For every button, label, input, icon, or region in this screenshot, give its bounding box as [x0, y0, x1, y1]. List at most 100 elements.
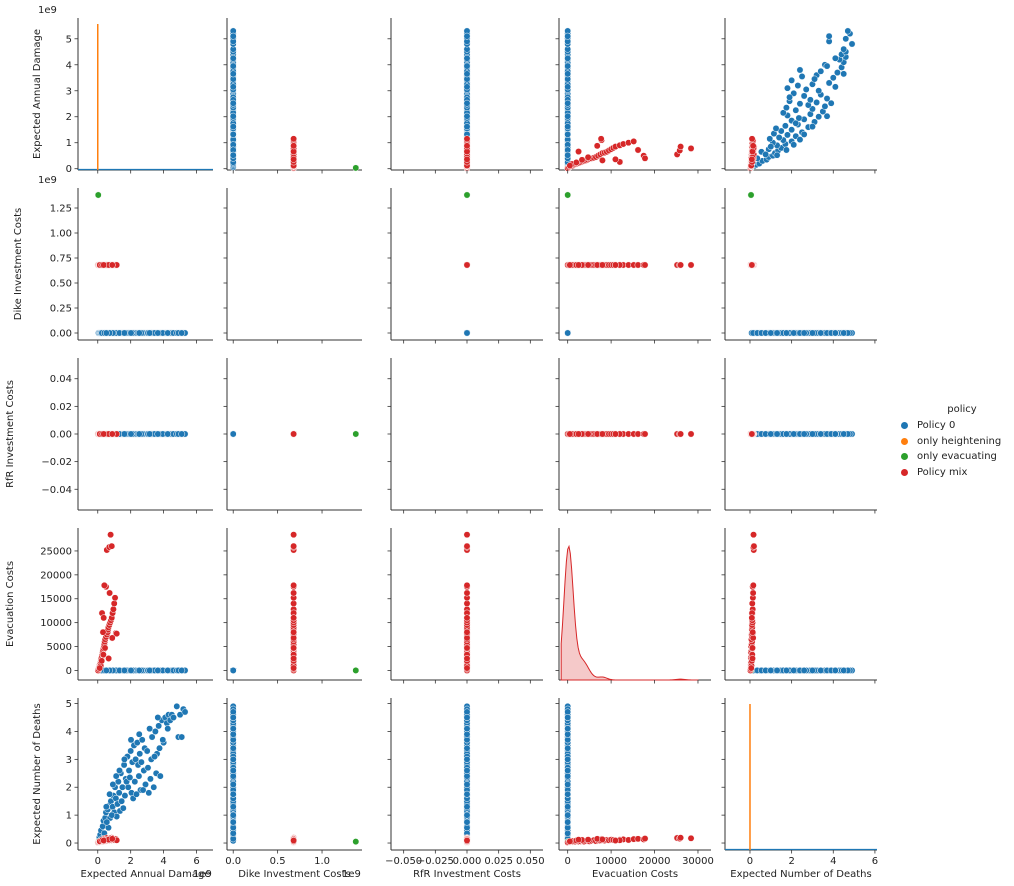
- scatter-point: [564, 70, 572, 78]
- scatter-point: [566, 162, 574, 170]
- x-tick-label: 30000: [682, 856, 714, 867]
- scatter-point: [102, 803, 110, 811]
- scatter-point: [146, 775, 154, 783]
- scatter-point: [800, 329, 808, 337]
- legend-item: Policy mix: [896, 465, 1014, 481]
- x-tick-label: 2: [788, 856, 794, 867]
- scatter-point: [796, 66, 804, 74]
- scatter-point: [598, 261, 606, 269]
- scatter-point: [108, 430, 116, 438]
- subplot-r0-c4: [721, 18, 877, 174]
- scatter-point: [823, 112, 831, 120]
- y-axis-label: Expected Annual Damage: [32, 29, 43, 159]
- x-tick-label: 2: [127, 856, 133, 867]
- legend-item: Policy 0: [896, 418, 1014, 434]
- scatter-point: [105, 655, 113, 662]
- scatter-point: [126, 774, 134, 781]
- scatter-point: [773, 151, 781, 159]
- scatter-point: [564, 191, 572, 199]
- scatter-point: [229, 130, 237, 138]
- scatter-point: [598, 156, 606, 164]
- scatter-point: [809, 123, 816, 131]
- subplot-r1-c0: 0.00 0.25 0.50 0.75 1.00 1.25 Dike Investment …: [13, 175, 213, 344]
- scatter-point: [143, 747, 151, 755]
- y-tick-label: 0.75: [50, 254, 72, 265]
- subplot-r2-c4: [721, 358, 877, 514]
- scatter-point: [108, 634, 116, 642]
- scatter-point: [677, 834, 685, 842]
- scatter-point: [290, 589, 298, 597]
- scatter-point: [767, 430, 775, 438]
- scatter-point: [687, 261, 695, 269]
- scatter-point: [840, 45, 848, 53]
- scatter-point: [584, 430, 592, 438]
- scatter-point: [229, 112, 237, 120]
- y-tick-label: 5000: [47, 642, 72, 653]
- scatter-point: [146, 666, 154, 674]
- scatter-point: [750, 531, 757, 539]
- scatter-point: [578, 156, 586, 164]
- y-tick-label: 0.50: [50, 279, 72, 290]
- scatter-point: [150, 783, 158, 791]
- legend-title: policy: [947, 404, 977, 415]
- scatter-point: [100, 837, 108, 844]
- scatter-point: [598, 430, 606, 438]
- scatter-point: [178, 733, 186, 741]
- legend: policy Policy 0 only heightening only evac…: [896, 404, 1014, 480]
- scatter-point: [463, 54, 471, 62]
- scatter-point: [116, 767, 123, 774]
- scatter-point: [164, 329, 172, 337]
- scatter-point: [564, 714, 572, 721]
- scatter-point: [634, 835, 642, 843]
- scatter-point: [677, 430, 685, 438]
- scatter-point: [641, 835, 649, 843]
- scatter-point: [139, 786, 147, 794]
- scatter-point: [229, 123, 237, 131]
- scatter-point: [840, 70, 848, 78]
- scatter-point: [817, 430, 825, 438]
- scatter-point: [108, 542, 116, 550]
- y-tick-label: 10000: [40, 618, 72, 629]
- scatter-point: [112, 772, 120, 780]
- scatter-point: [612, 261, 619, 269]
- subplot-r3-c1: [223, 528, 362, 684]
- scatter-point: [106, 589, 114, 597]
- scatter-point: [767, 329, 775, 337]
- scatter-point: [564, 62, 572, 70]
- scatter-point: [748, 135, 756, 143]
- scatter-point: [463, 542, 471, 550]
- scatter-point: [290, 430, 298, 438]
- scatter-point: [290, 542, 298, 550]
- scatter-point: [463, 714, 471, 721]
- scatter-point: [775, 134, 783, 141]
- scatter-point: [677, 143, 685, 151]
- scatter-point: [290, 142, 298, 150]
- scatter-point: [110, 600, 118, 607]
- scatter-point: [634, 146, 642, 154]
- scatter-point: [151, 753, 159, 761]
- x-tick-label: 0.000: [453, 856, 482, 867]
- scatter-point: [811, 75, 818, 83]
- scatter-point: [813, 98, 821, 106]
- scatter-point: [290, 644, 298, 652]
- scatter-point: [102, 666, 110, 674]
- scatter-point: [782, 329, 790, 337]
- scatter-point: [109, 605, 117, 613]
- scatter-point: [792, 106, 800, 114]
- scatter-point: [120, 755, 128, 763]
- scatter-point: [98, 657, 106, 665]
- y-offset-label: 1e9: [38, 175, 57, 186]
- scatter-point: [463, 755, 471, 763]
- scatter-point: [463, 123, 471, 131]
- scatter-point: [564, 790, 572, 798]
- scatter-point: [181, 708, 189, 716]
- scatter-point: [772, 124, 780, 132]
- scatter-point: [575, 261, 582, 269]
- scatter-point: [463, 628, 471, 636]
- scatter-point: [463, 655, 471, 662]
- scatter-point: [118, 797, 126, 805]
- subplot-r2-c2: [387, 358, 543, 514]
- scatter-point: [290, 628, 298, 636]
